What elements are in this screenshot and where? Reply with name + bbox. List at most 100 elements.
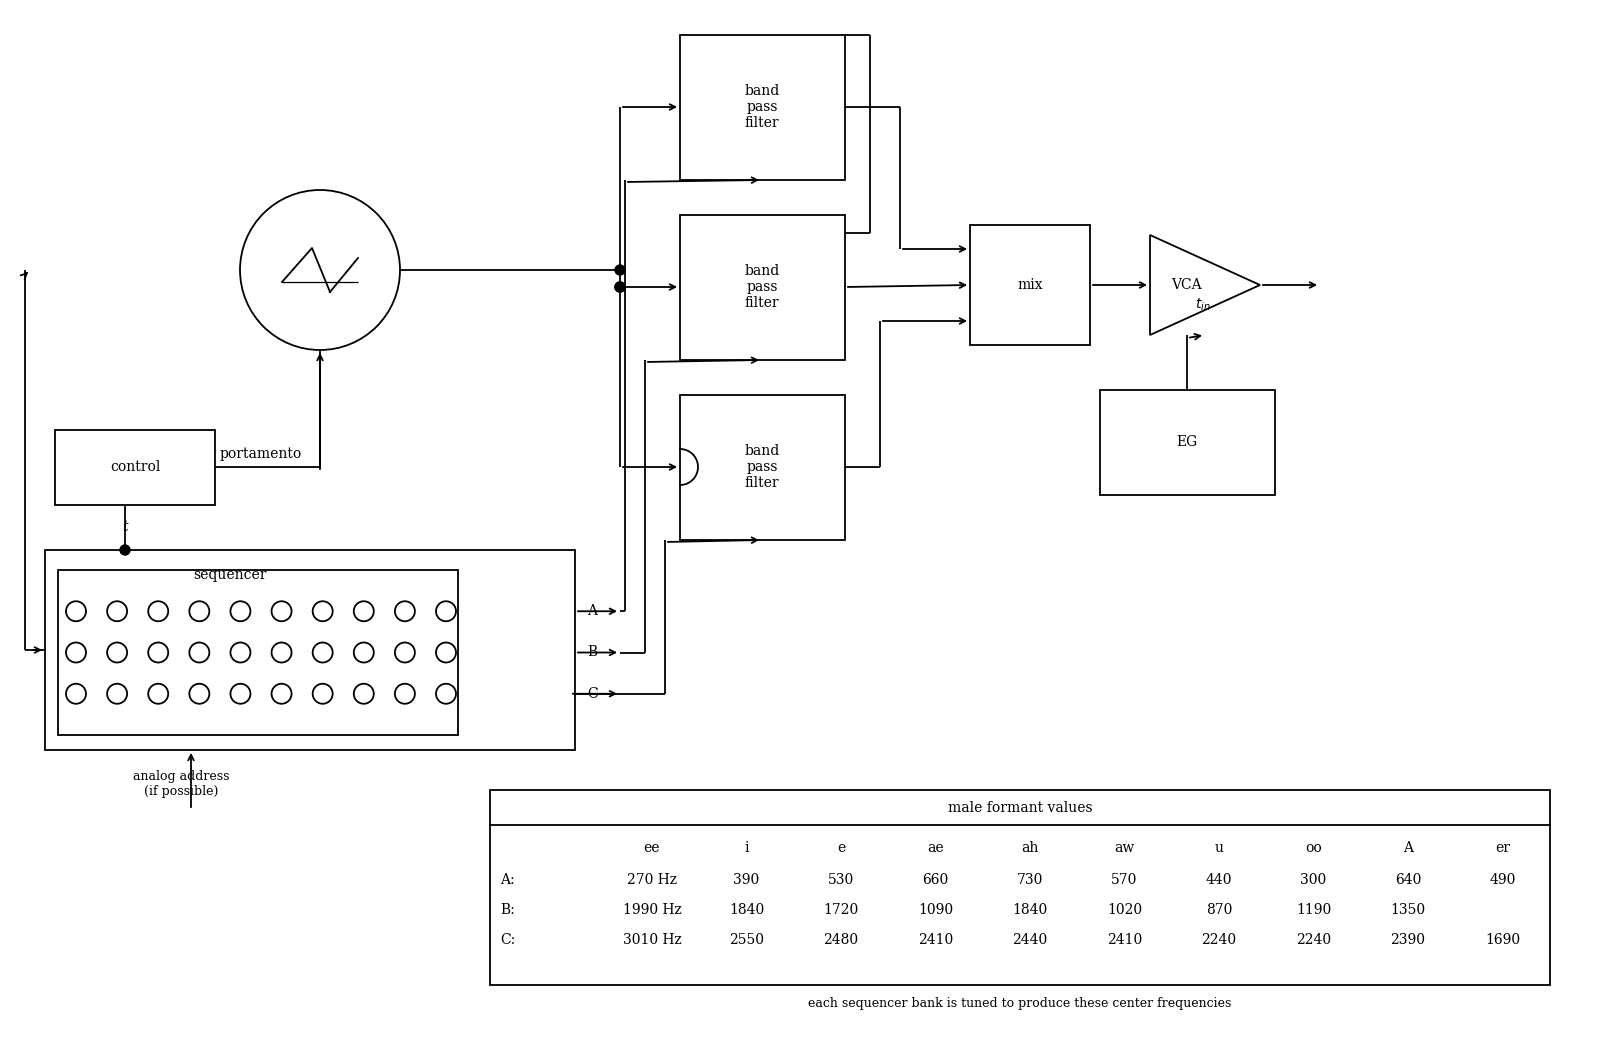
Circle shape — [66, 642, 86, 662]
Circle shape — [230, 684, 251, 704]
Text: ae: ae — [926, 841, 944, 856]
Text: 870: 870 — [1206, 903, 1232, 918]
Circle shape — [435, 642, 456, 662]
Text: analog address
(if possible): analog address (if possible) — [133, 770, 229, 798]
Text: mix: mix — [1018, 279, 1043, 292]
Text: VCA: VCA — [1171, 279, 1202, 292]
Circle shape — [66, 684, 86, 704]
Bar — [680, 215, 845, 360]
Text: male formant values: male formant values — [947, 801, 1093, 815]
Circle shape — [354, 642, 374, 662]
Text: 300: 300 — [1301, 873, 1326, 887]
Text: A: A — [587, 604, 597, 618]
Bar — [970, 225, 1090, 345]
Text: e: e — [837, 841, 845, 856]
Circle shape — [272, 684, 291, 704]
Circle shape — [230, 601, 251, 621]
Text: C:: C: — [499, 933, 515, 947]
Circle shape — [107, 642, 126, 662]
Text: 1190: 1190 — [1296, 903, 1331, 918]
Circle shape — [189, 642, 210, 662]
Text: control: control — [110, 460, 160, 474]
Circle shape — [395, 642, 414, 662]
Text: 2480: 2480 — [824, 933, 859, 947]
Text: band
pass
filter: band pass filter — [744, 444, 779, 490]
Text: 570: 570 — [1112, 873, 1138, 887]
Bar — [58, 570, 458, 735]
Text: u: u — [1214, 841, 1224, 856]
Circle shape — [312, 684, 333, 704]
Text: B:: B: — [499, 903, 515, 918]
Circle shape — [107, 684, 126, 704]
Text: ah: ah — [1021, 841, 1038, 856]
Text: 390: 390 — [733, 873, 760, 887]
Circle shape — [614, 265, 626, 275]
Text: 1720: 1720 — [824, 903, 859, 918]
Text: 440: 440 — [1206, 873, 1232, 887]
Circle shape — [107, 601, 126, 621]
Bar — [680, 395, 845, 540]
Text: 270 Hz: 270 Hz — [627, 873, 677, 887]
Text: C: C — [587, 686, 598, 701]
Text: portamento: portamento — [221, 447, 302, 461]
Text: 1690: 1690 — [1485, 933, 1520, 947]
Text: 490: 490 — [1490, 873, 1515, 887]
Text: 530: 530 — [827, 873, 854, 887]
Text: 1350: 1350 — [1390, 903, 1426, 918]
Text: 1840: 1840 — [1013, 903, 1048, 918]
Text: 1020: 1020 — [1107, 903, 1142, 918]
Text: A: A — [1403, 841, 1413, 856]
Text: 1090: 1090 — [918, 903, 954, 918]
Circle shape — [149, 642, 168, 662]
Circle shape — [66, 601, 86, 621]
Circle shape — [230, 642, 251, 662]
Circle shape — [614, 282, 626, 292]
Text: 730: 730 — [1018, 873, 1043, 887]
Circle shape — [189, 684, 210, 704]
Text: 2410: 2410 — [918, 933, 954, 947]
Text: band
pass
filter: band pass filter — [744, 84, 779, 130]
Text: 3010 Hz: 3010 Hz — [622, 933, 682, 947]
Text: i: i — [744, 841, 749, 856]
Text: ee: ee — [643, 841, 661, 856]
Bar — [680, 35, 845, 180]
Circle shape — [395, 601, 414, 621]
Text: $t_{in}$: $t_{in}$ — [1195, 296, 1211, 313]
Bar — [54, 430, 214, 504]
Circle shape — [272, 601, 291, 621]
Text: 1990 Hz: 1990 Hz — [622, 903, 682, 918]
Circle shape — [272, 642, 291, 662]
Text: 2440: 2440 — [1013, 933, 1048, 947]
Circle shape — [354, 684, 374, 704]
Text: B: B — [587, 645, 597, 659]
Text: each sequencer bank is tuned to produce these center frequencies: each sequencer bank is tuned to produce … — [808, 996, 1232, 1010]
Text: 2240: 2240 — [1296, 933, 1331, 947]
Circle shape — [120, 545, 130, 555]
Text: 1840: 1840 — [730, 903, 765, 918]
Circle shape — [312, 601, 333, 621]
Text: 640: 640 — [1395, 873, 1421, 887]
Circle shape — [435, 684, 456, 704]
Text: 2390: 2390 — [1390, 933, 1426, 947]
Circle shape — [149, 684, 168, 704]
Text: sequencer: sequencer — [194, 568, 267, 582]
Text: A:: A: — [499, 873, 515, 887]
Text: t: t — [122, 520, 128, 534]
Text: 2240: 2240 — [1202, 933, 1237, 947]
Bar — [490, 790, 1550, 985]
Text: 660: 660 — [922, 873, 949, 887]
Circle shape — [354, 601, 374, 621]
Circle shape — [395, 684, 414, 704]
Circle shape — [189, 601, 210, 621]
Bar — [45, 550, 574, 750]
Text: EG: EG — [1176, 435, 1198, 449]
Text: 2550: 2550 — [730, 933, 765, 947]
Text: 2410: 2410 — [1107, 933, 1142, 947]
Text: band
pass
filter: band pass filter — [744, 264, 779, 310]
Circle shape — [435, 601, 456, 621]
Bar — [1101, 390, 1275, 495]
Text: oo: oo — [1306, 841, 1322, 856]
Text: aw: aw — [1114, 841, 1134, 856]
Text: er: er — [1494, 841, 1510, 856]
Circle shape — [240, 190, 400, 350]
